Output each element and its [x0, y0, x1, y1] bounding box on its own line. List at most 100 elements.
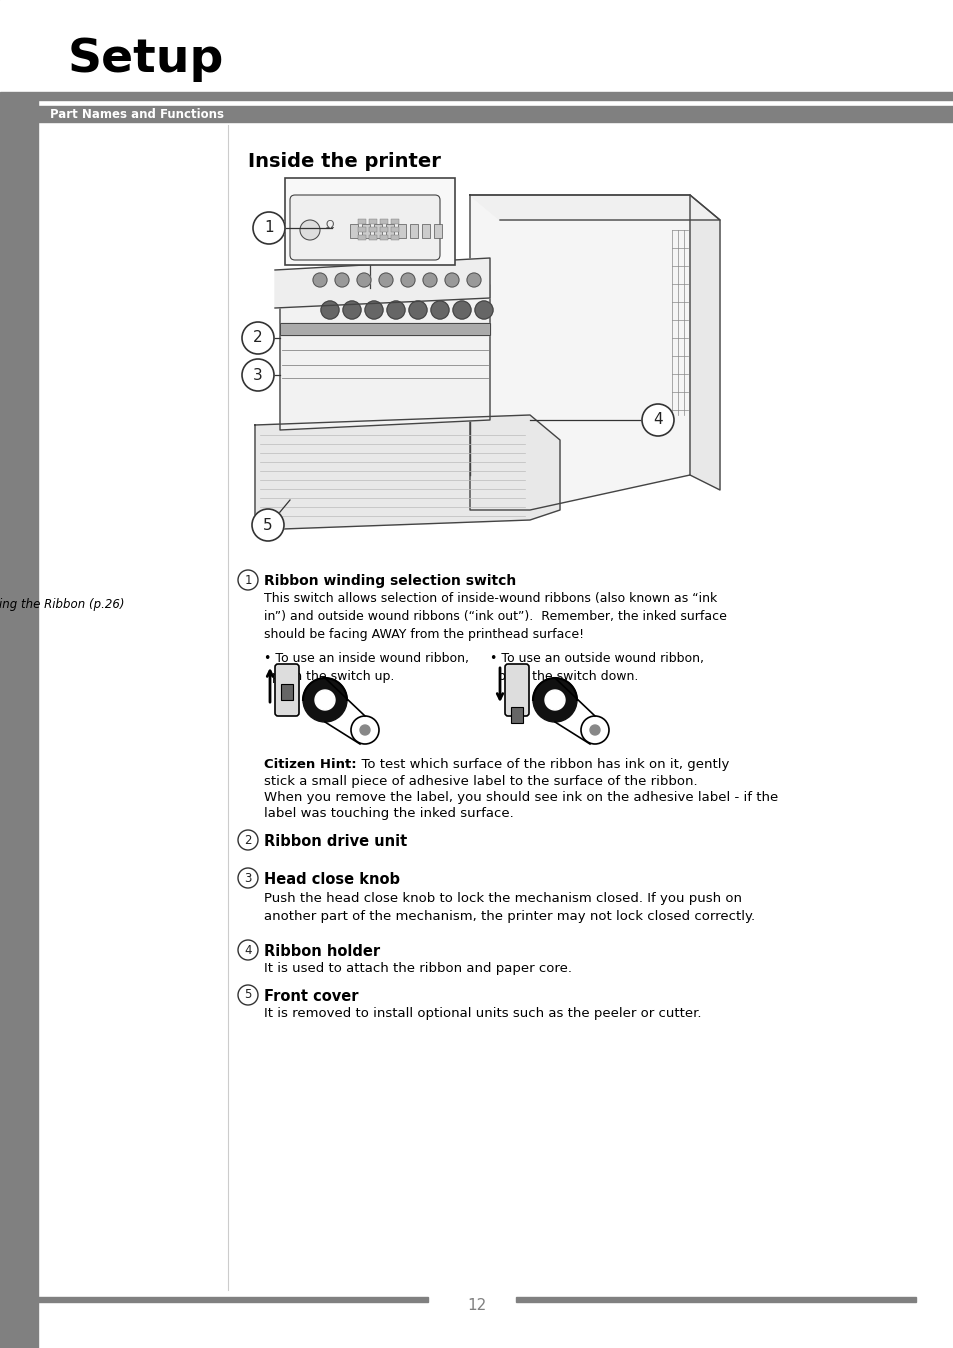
- Circle shape: [314, 690, 335, 710]
- Text: 4: 4: [653, 412, 662, 427]
- Text: Inside the printer: Inside the printer: [248, 152, 440, 171]
- Circle shape: [313, 274, 327, 287]
- Bar: [410, 224, 417, 239]
- Bar: [38, 106, 953, 123]
- Circle shape: [467, 274, 480, 287]
- Circle shape: [237, 940, 257, 960]
- Text: 1: 1: [244, 573, 252, 586]
- Bar: [391, 235, 398, 240]
- Circle shape: [641, 404, 673, 435]
- Text: 4: 4: [244, 944, 252, 957]
- Text: Front cover: Front cover: [264, 989, 358, 1004]
- Bar: [397, 224, 406, 239]
- Circle shape: [359, 725, 370, 735]
- Text: Ribbon drive unit: Ribbon drive unit: [264, 834, 407, 849]
- Circle shape: [580, 716, 608, 744]
- Text: Head close knob: Head close knob: [264, 872, 399, 887]
- Circle shape: [242, 359, 274, 391]
- Text: Setting the Ribbon (p.26): Setting the Ribbon (p.26): [0, 599, 125, 611]
- Bar: [374, 224, 381, 239]
- Bar: [357, 218, 366, 224]
- Circle shape: [444, 274, 458, 287]
- Text: Ribbon winding selection switch: Ribbon winding selection switch: [264, 574, 516, 588]
- Text: • To use an inside wound ribbon,
  push the switch up.: • To use an inside wound ribbon, push th…: [264, 652, 469, 683]
- Circle shape: [252, 510, 284, 541]
- Bar: [0, 0, 38, 1348]
- Polygon shape: [274, 257, 490, 307]
- Bar: [280, 324, 490, 336]
- Circle shape: [356, 274, 371, 287]
- FancyBboxPatch shape: [290, 195, 439, 260]
- Polygon shape: [254, 415, 559, 530]
- Bar: [434, 224, 441, 239]
- Bar: [357, 235, 366, 240]
- Bar: [0, 92, 953, 100]
- Text: Ribbon holder: Ribbon holder: [264, 944, 379, 958]
- Bar: [516, 1297, 915, 1302]
- Circle shape: [400, 274, 415, 287]
- FancyBboxPatch shape: [274, 665, 298, 716]
- Bar: [379, 218, 388, 224]
- Text: 3: 3: [253, 368, 263, 383]
- Text: 12: 12: [467, 1298, 486, 1313]
- Bar: [350, 224, 357, 239]
- Circle shape: [378, 274, 393, 287]
- Circle shape: [453, 301, 471, 319]
- Circle shape: [237, 868, 257, 888]
- Bar: [357, 226, 366, 232]
- Text: stick a small piece of adhesive label to the surface of the ribbon.: stick a small piece of adhesive label to…: [264, 775, 697, 789]
- Circle shape: [253, 212, 285, 244]
- Circle shape: [351, 716, 378, 744]
- Circle shape: [303, 678, 347, 723]
- Bar: [0, 0, 953, 98]
- Circle shape: [237, 570, 257, 590]
- Bar: [379, 226, 388, 232]
- Bar: [38, 1297, 428, 1302]
- Circle shape: [242, 322, 274, 355]
- Text: 2: 2: [244, 833, 252, 847]
- Circle shape: [533, 678, 577, 723]
- Circle shape: [387, 301, 405, 319]
- Bar: [379, 235, 388, 240]
- Text: It is removed to install optional units such as the peeler or cutter.: It is removed to install optional units …: [264, 1007, 700, 1020]
- Bar: [280, 324, 490, 336]
- Text: • To use an outside wound ribbon,
  push the switch down.: • To use an outside wound ribbon, push t…: [490, 652, 703, 683]
- Circle shape: [544, 690, 564, 710]
- Bar: [391, 226, 398, 232]
- Bar: [391, 218, 398, 224]
- Text: Part Names and Functions: Part Names and Functions: [50, 108, 224, 120]
- Bar: [369, 218, 376, 224]
- Text: This switch allows selection of inside-wound ribbons (also known as “ink
in”) an: This switch allows selection of inside-w…: [264, 592, 726, 642]
- Circle shape: [320, 301, 338, 319]
- Bar: [421, 224, 430, 239]
- Circle shape: [237, 830, 257, 851]
- Text: 3: 3: [244, 872, 252, 884]
- Text: 2: 2: [253, 330, 262, 345]
- Text: Setup: Setup: [68, 38, 224, 82]
- Polygon shape: [470, 195, 720, 220]
- Circle shape: [409, 301, 427, 319]
- Circle shape: [475, 301, 493, 319]
- Text: label was touching the inked surface.: label was touching the inked surface.: [264, 807, 514, 820]
- Text: To test which surface of the ribbon has ink on it, gently: To test which surface of the ribbon has …: [353, 758, 729, 771]
- Circle shape: [422, 274, 436, 287]
- Polygon shape: [689, 195, 720, 491]
- Text: Citizen Hint:: Citizen Hint:: [264, 758, 356, 771]
- Text: When you remove the label, you should see ink on the adhesive label - if the: When you remove the label, you should se…: [264, 791, 778, 803]
- Circle shape: [343, 301, 360, 319]
- Bar: [369, 235, 376, 240]
- Polygon shape: [470, 195, 689, 510]
- Text: 5: 5: [244, 988, 252, 1002]
- Circle shape: [431, 301, 449, 319]
- Circle shape: [365, 301, 382, 319]
- Text: 1: 1: [0, 30, 39, 86]
- FancyBboxPatch shape: [504, 665, 529, 716]
- Text: 1: 1: [264, 221, 274, 236]
- Text: It is used to attach the ribbon and paper core.: It is used to attach the ribbon and pape…: [264, 962, 572, 975]
- Text: Push the head close knob to lock the mechanism closed. If you push on
another pa: Push the head close knob to lock the mec…: [264, 892, 755, 923]
- Polygon shape: [280, 284, 490, 430]
- Bar: [369, 226, 376, 232]
- Text: 5: 5: [263, 518, 273, 532]
- Circle shape: [237, 985, 257, 1006]
- Bar: [386, 224, 394, 239]
